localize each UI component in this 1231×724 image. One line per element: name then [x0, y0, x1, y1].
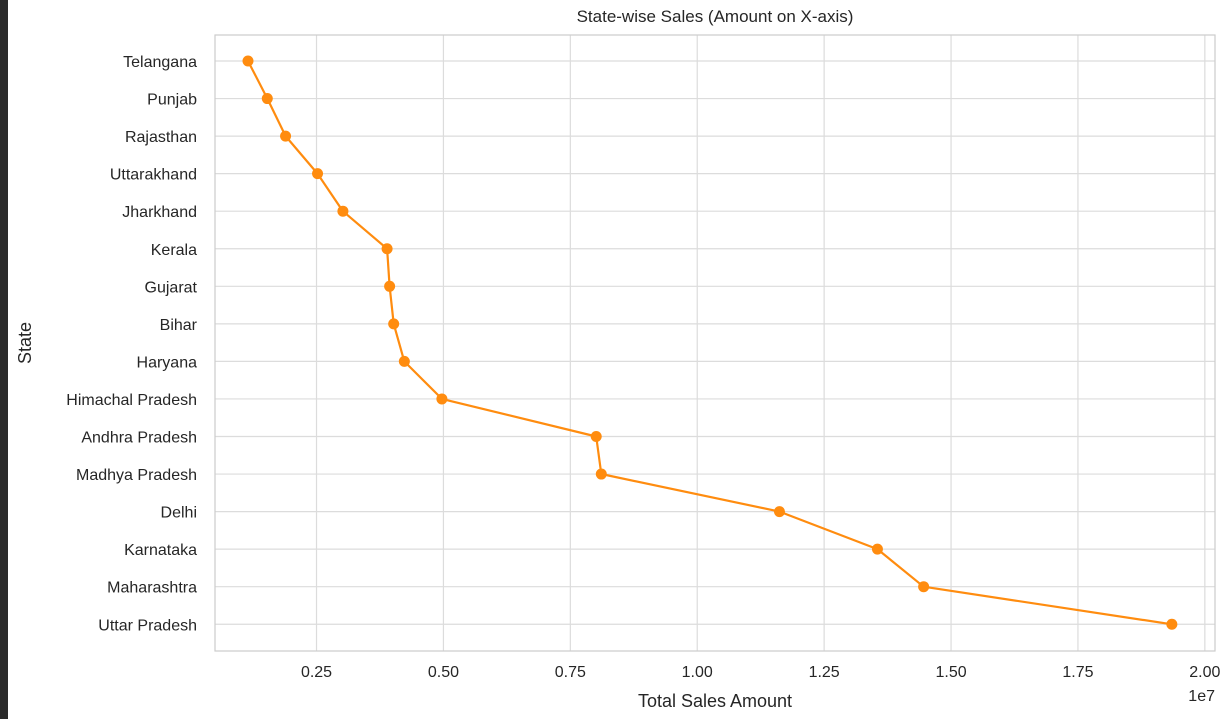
y-tick-label: Bihar — [160, 317, 198, 334]
y-tick-label: Karnataka — [124, 542, 197, 559]
y-tick-label: Kerala — [151, 242, 197, 259]
y-tick-label: Haryana — [137, 354, 198, 371]
y-tick-label: Uttarakhand — [110, 167, 197, 184]
series-line — [247, 60, 1173, 626]
data-point — [398, 355, 410, 367]
data-point — [1166, 618, 1178, 630]
plot-frame — [214, 34, 1216, 652]
data-point — [280, 130, 292, 142]
data-point — [773, 506, 785, 518]
x-axis-label: Total Sales Amount — [638, 691, 792, 711]
data-point — [918, 581, 930, 593]
x-tick-label: 1.50 — [935, 664, 966, 681]
data-point — [871, 543, 883, 555]
x-tick-labels: 0.25 0.50 0.75 1.00 1.25 1.50 1.75 2.00 — [301, 664, 1221, 681]
data-point — [312, 168, 324, 180]
data-point — [436, 393, 448, 405]
data-point — [261, 93, 273, 105]
y-tick-label: Gujarat — [145, 279, 198, 296]
y-tick-label: Himachal Pradesh — [66, 392, 197, 409]
y-tick-label: Rajasthan — [125, 129, 197, 146]
data-point — [242, 55, 254, 67]
x-tick-label: 0.75 — [555, 664, 586, 681]
y-tick-label: Jharkhand — [122, 204, 197, 221]
x-tick-label: 1.75 — [1062, 664, 1093, 681]
data-point — [381, 243, 393, 255]
x-tick-label: 1.25 — [809, 664, 840, 681]
data-point — [384, 280, 396, 292]
data-point — [388, 318, 400, 330]
x-tick-label: 2.00 — [1189, 664, 1220, 681]
y-tick-label: Punjab — [147, 92, 197, 109]
grid-lines — [215, 35, 1215, 651]
y-tick-label: Maharashtra — [107, 580, 197, 597]
y-tick-label: Uttar Pradesh — [98, 617, 197, 634]
y-axis-label: State — [15, 322, 35, 364]
y-tick-labels: Telangana Punjab Rajasthan Uttarakhand Jhark… — [66, 54, 197, 634]
data-point — [595, 468, 607, 480]
x-offset-label: 1e7 — [1188, 688, 1215, 705]
data-point — [337, 205, 349, 217]
x-tick-label: 0.50 — [428, 664, 459, 681]
data-point — [590, 431, 602, 442]
x-tick-label: 0.25 — [301, 664, 332, 681]
left-edge-strip — [0, 0, 8, 719]
x-tick-label: 1.00 — [682, 664, 713, 681]
data-points — [242, 55, 1178, 630]
y-tick-label: Andhra Pradesh — [81, 430, 197, 447]
y-tick-label: Madhya Pradesh — [76, 467, 197, 484]
chart-title: State-wise Sales (Amount on X-axis) — [577, 7, 854, 26]
y-tick-label: Delhi — [161, 505, 197, 522]
y-tick-label: Telangana — [123, 54, 197, 71]
